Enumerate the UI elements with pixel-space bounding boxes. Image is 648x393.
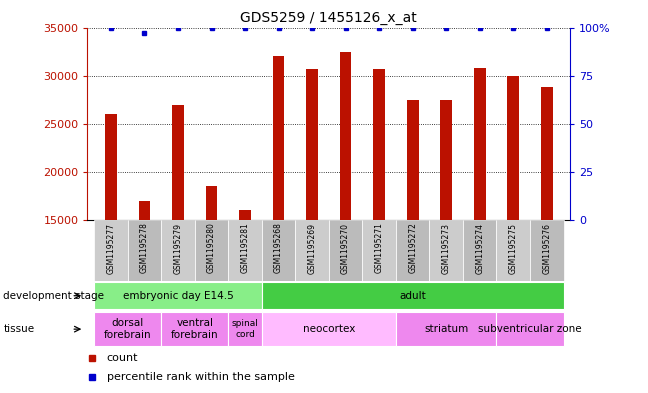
Bar	[496, 220, 530, 281]
Bar	[362, 220, 396, 281]
Text: GSM1195269: GSM1195269	[308, 222, 317, 274]
Bar	[496, 312, 564, 346]
Bar	[307, 69, 318, 220]
Text: neocortex: neocortex	[303, 324, 355, 334]
Bar	[396, 312, 496, 346]
Bar	[407, 100, 419, 220]
Bar	[441, 100, 452, 220]
Bar	[94, 312, 161, 346]
Text: GSM1195281: GSM1195281	[240, 222, 249, 273]
Bar	[139, 201, 150, 220]
Text: GSM1195276: GSM1195276	[542, 222, 551, 274]
Text: striatum: striatum	[424, 324, 469, 334]
Text: GSM1195271: GSM1195271	[375, 222, 384, 274]
Bar	[228, 312, 262, 346]
Text: GSM1195275: GSM1195275	[509, 222, 518, 274]
Text: adult: adult	[399, 291, 426, 301]
Text: GSM1195273: GSM1195273	[442, 222, 451, 274]
Bar	[172, 105, 184, 220]
Text: GSM1195274: GSM1195274	[475, 222, 484, 274]
Text: GSM1195277: GSM1195277	[106, 222, 115, 274]
Text: tissue: tissue	[3, 324, 34, 334]
Bar	[340, 51, 351, 220]
Bar	[105, 114, 117, 220]
Bar	[94, 283, 262, 309]
Bar	[161, 312, 228, 346]
Bar	[295, 220, 329, 281]
Text: GSM1195272: GSM1195272	[408, 222, 417, 274]
Bar	[541, 87, 553, 220]
Bar	[507, 75, 519, 220]
Bar	[396, 220, 430, 281]
Bar	[273, 56, 284, 220]
Bar	[262, 220, 295, 281]
Text: count: count	[107, 353, 138, 363]
Bar	[474, 68, 485, 220]
Bar	[94, 220, 128, 281]
Title: GDS5259 / 1455126_x_at: GDS5259 / 1455126_x_at	[240, 11, 417, 25]
Bar	[262, 312, 396, 346]
Text: ventral
forebrain: ventral forebrain	[171, 318, 218, 340]
Bar	[239, 211, 251, 220]
Text: GSM1195279: GSM1195279	[174, 222, 183, 274]
Bar	[228, 220, 262, 281]
Bar	[205, 186, 217, 220]
Text: GSM1195270: GSM1195270	[341, 222, 350, 274]
Bar	[430, 220, 463, 281]
Text: percentile rank within the sample: percentile rank within the sample	[107, 372, 295, 382]
Bar	[530, 220, 564, 281]
Bar	[463, 220, 496, 281]
Text: GSM1195268: GSM1195268	[274, 222, 283, 274]
Bar	[262, 283, 564, 309]
Text: embryonic day E14.5: embryonic day E14.5	[122, 291, 233, 301]
Bar	[161, 220, 195, 281]
Text: GSM1195280: GSM1195280	[207, 222, 216, 274]
Bar	[128, 220, 161, 281]
Bar	[373, 69, 385, 220]
Bar	[195, 220, 228, 281]
Text: spinal
cord: spinal cord	[231, 320, 259, 339]
Text: GSM1195278: GSM1195278	[140, 222, 149, 274]
Text: subventricular zone: subventricular zone	[478, 324, 582, 334]
Bar	[329, 220, 362, 281]
Text: dorsal
forebrain: dorsal forebrain	[104, 318, 152, 340]
Text: development stage: development stage	[3, 291, 104, 301]
